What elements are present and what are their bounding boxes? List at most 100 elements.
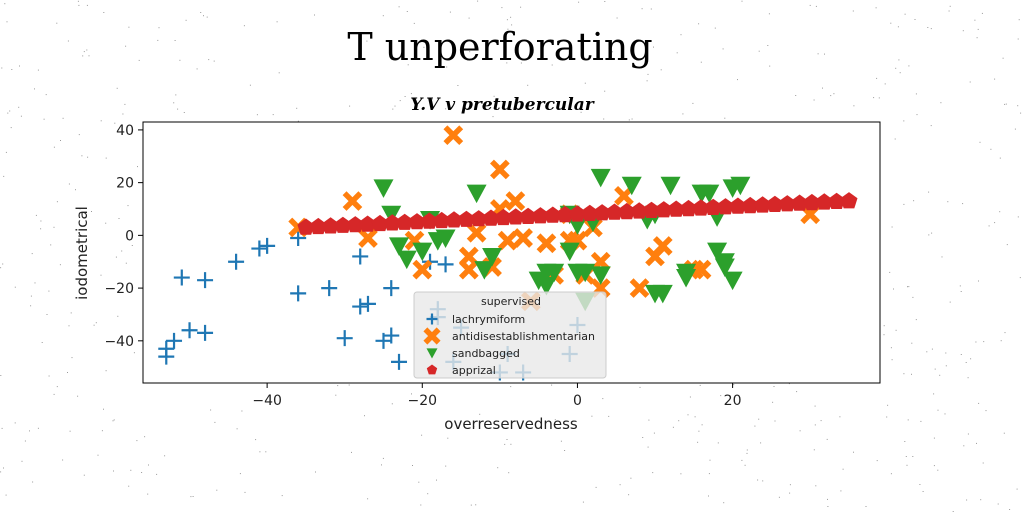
data-point — [342, 191, 363, 211]
speckle — [69, 430, 71, 432]
speckle — [40, 228, 42, 230]
speckle — [177, 108, 179, 110]
data-point — [803, 193, 821, 211]
speckle — [945, 352, 947, 354]
speckle — [411, 393, 412, 395]
speckle — [236, 428, 238, 430]
speckle — [105, 157, 107, 159]
speckle — [799, 430, 801, 432]
data-point — [544, 263, 565, 283]
speckle — [520, 62, 522, 64]
speckle — [768, 13, 770, 15]
speckle — [18, 106, 20, 108]
speckle — [582, 501, 584, 503]
speckle — [48, 290, 50, 292]
speckle — [717, 442, 719, 444]
speckle — [508, 108, 510, 110]
speckle — [1000, 340, 1002, 342]
x-axis-label: overreservedness — [444, 415, 578, 433]
chart-title: T unperforating — [347, 25, 652, 69]
speckle — [604, 1, 606, 2]
speckle — [611, 51, 613, 53]
speckle — [37, 69, 39, 71]
y-tick-label: −20 — [104, 281, 134, 297]
speckle — [979, 141, 981, 143]
data-point — [568, 205, 586, 222]
speckle — [876, 77, 878, 79]
speckle — [0, 267, 2, 269]
speckle — [210, 409, 212, 411]
speckle — [174, 40, 176, 41]
speckle — [840, 490, 842, 492]
speckle — [580, 111, 582, 113]
speckle — [641, 8, 643, 10]
speckle — [893, 288, 894, 290]
speckle — [367, 498, 369, 500]
speckle — [908, 65, 910, 67]
speckle — [758, 50, 760, 52]
speckle — [117, 315, 119, 317]
speckle — [183, 112, 185, 113]
data-point — [828, 192, 846, 209]
speckle — [128, 485, 130, 487]
speckle — [14, 422, 16, 424]
speckle — [477, 0, 479, 2]
speckle — [976, 442, 977, 444]
speckle — [694, 416, 696, 418]
data-point — [482, 209, 500, 226]
speckle — [700, 61, 702, 63]
speckle — [9, 110, 11, 112]
speckle — [988, 225, 990, 227]
data-point — [815, 193, 833, 210]
data-point — [334, 216, 352, 233]
legend-label: lachrymiform — [452, 313, 525, 326]
speckle — [506, 62, 508, 64]
speckle — [37, 427, 39, 429]
speckle — [933, 393, 935, 395]
legend-label: apprizal — [452, 364, 496, 377]
speckle — [60, 140, 61, 141]
x-tick-label: 20 — [724, 393, 742, 409]
data-point — [676, 269, 697, 288]
speckle — [746, 449, 748, 451]
x-tick-label: −20 — [408, 393, 438, 409]
legend-label: sandbagged — [452, 347, 520, 360]
speckle — [457, 85, 459, 86]
speckle — [46, 314, 48, 315]
speckle — [35, 214, 37, 216]
speckle — [501, 7, 503, 9]
legend-marker — [423, 327, 441, 345]
data-point — [482, 247, 503, 267]
data-point — [791, 194, 809, 211]
data-point — [197, 324, 214, 341]
speckle — [431, 98, 433, 100]
speckle — [875, 7, 877, 9]
speckle — [814, 424, 816, 426]
speckle — [916, 114, 918, 116]
data-point — [590, 266, 611, 285]
speckle — [912, 296, 914, 298]
speckle — [506, 439, 508, 440]
speckle — [977, 28, 979, 30]
data-point — [754, 196, 772, 213]
legend-item-antidisestablishmentarian: antidisestablishmentarian — [423, 327, 595, 345]
speckle — [842, 468, 844, 470]
speckle — [0, 375, 2, 376]
speckle — [138, 59, 140, 61]
speckle — [473, 426, 475, 428]
speckle — [493, 95, 495, 97]
data-point — [652, 236, 673, 256]
data-point — [699, 184, 720, 204]
speckle — [630, 477, 632, 479]
speckle — [148, 464, 149, 466]
speckle — [760, 442, 762, 444]
data-point — [359, 215, 377, 232]
speckle — [903, 120, 905, 122]
speckle — [398, 6, 400, 8]
speckle — [50, 244, 52, 246]
speckle — [88, 55, 90, 57]
speckle — [116, 87, 118, 89]
speckle — [889, 271, 891, 273]
speckle — [93, 324, 95, 326]
speckle — [97, 454, 99, 456]
